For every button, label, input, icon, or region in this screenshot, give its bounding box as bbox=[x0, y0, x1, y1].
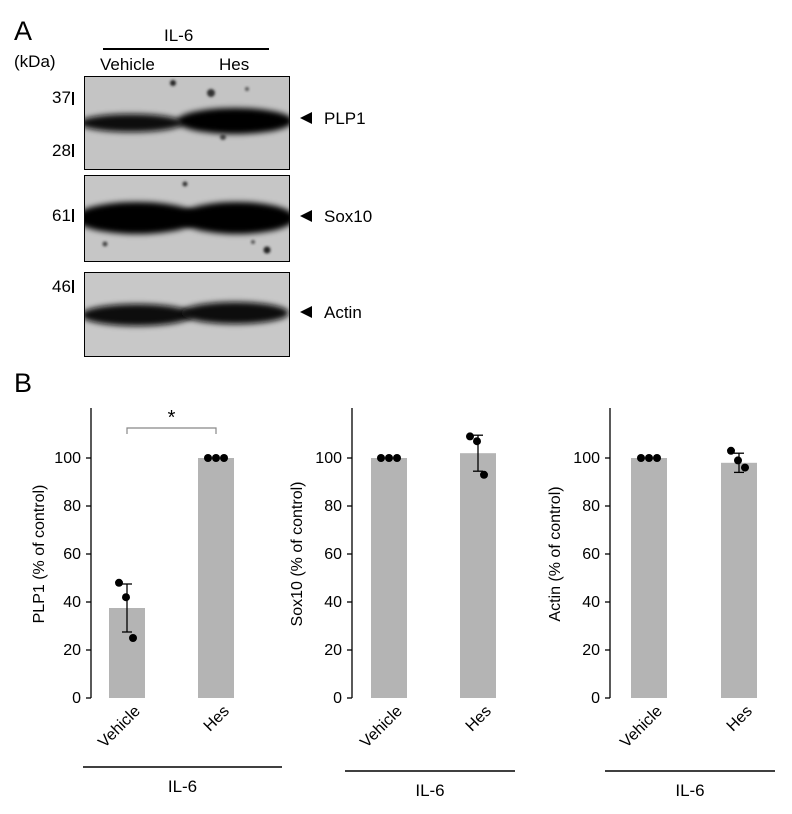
data-point bbox=[385, 454, 393, 462]
significance-bracket bbox=[126, 427, 217, 434]
data-point bbox=[115, 578, 123, 587]
data-point bbox=[637, 454, 645, 462]
sox10-blot bbox=[84, 175, 290, 262]
category-label: Hes bbox=[463, 703, 495, 735]
plp1-blot bbox=[84, 76, 290, 170]
panel-b-charts: 0 20 40 60 80 100 PLP1 (% of control) Vehicle He… bbox=[31, 407, 775, 800]
category-label: Hes bbox=[201, 703, 233, 735]
marker-28-tick bbox=[72, 144, 74, 157]
category-label: Vehicle bbox=[95, 703, 144, 752]
marker-46: 46 bbox=[52, 277, 71, 296]
kda-unit-label: (kDa) bbox=[14, 52, 56, 71]
panel-b-label: B bbox=[14, 368, 33, 398]
marker-37: 37 bbox=[52, 88, 71, 107]
actin-blot bbox=[84, 272, 290, 357]
data-point bbox=[653, 454, 661, 462]
y-tick-label: 80 bbox=[324, 498, 342, 515]
data-point bbox=[220, 454, 228, 462]
significance-marker: * bbox=[168, 407, 176, 429]
band-label-sox10: Sox10 bbox=[324, 207, 373, 226]
actin-chart: 0 20 40 60 80 100 Actin (% of control) Vehicle H… bbox=[547, 408, 775, 800]
data-point bbox=[734, 456, 742, 465]
y-tick-label: 60 bbox=[582, 546, 600, 563]
arrowhead-icon bbox=[300, 210, 312, 222]
bar bbox=[198, 458, 234, 698]
y-tick-label: 20 bbox=[324, 642, 342, 659]
y-tick-label: 0 bbox=[591, 690, 600, 707]
arrowhead-icon bbox=[300, 112, 312, 124]
y-tick-label: 40 bbox=[324, 594, 342, 611]
y-tick-label: 80 bbox=[582, 498, 600, 515]
condition-underline bbox=[103, 48, 269, 50]
lane-label-hes: Hes bbox=[219, 55, 250, 74]
bar bbox=[631, 458, 667, 698]
category-label: Vehicle bbox=[617, 703, 666, 752]
marker-37-tick bbox=[72, 92, 74, 105]
arrowhead-icon bbox=[300, 306, 312, 318]
y-tick-label: 0 bbox=[333, 690, 342, 707]
data-point bbox=[129, 634, 137, 642]
data-point bbox=[473, 437, 481, 446]
marker-46-tick bbox=[72, 280, 74, 293]
y-tick-label: 0 bbox=[72, 690, 81, 707]
y-tick-label: 40 bbox=[582, 594, 600, 611]
bar bbox=[371, 458, 407, 698]
y-axis-label: PLP1 (% of control) bbox=[31, 485, 48, 624]
category-label: Vehicle bbox=[357, 703, 406, 752]
panel-a-label: A bbox=[14, 16, 33, 46]
category-label: Hes bbox=[724, 703, 756, 735]
x-group-label: IL-6 bbox=[168, 777, 197, 796]
data-point bbox=[204, 454, 212, 462]
marker-61-tick bbox=[72, 209, 74, 222]
sox10-chart: 0 20 40 60 80 100 Sox10 (% of control) Vehicle H… bbox=[289, 408, 515, 800]
y-tick-label: 80 bbox=[63, 498, 81, 515]
y-axis-label: Sox10 (% of control) bbox=[289, 482, 306, 627]
y-tick-label: 100 bbox=[54, 450, 81, 467]
y-axis-label: Actin (% of control) bbox=[547, 486, 564, 621]
data-point bbox=[466, 432, 474, 441]
band-label-plp1: PLP1 bbox=[324, 109, 366, 128]
y-tick-label: 20 bbox=[582, 642, 600, 659]
y-tick-label: 60 bbox=[63, 546, 81, 563]
data-point bbox=[122, 593, 130, 602]
plp1-chart: 0 20 40 60 80 100 PLP1 (% of control) Vehicle He… bbox=[31, 407, 282, 796]
data-point bbox=[727, 446, 735, 455]
data-point bbox=[480, 470, 488, 479]
marker-28: 28 bbox=[52, 141, 71, 160]
x-group-label: IL-6 bbox=[675, 781, 704, 800]
data-point bbox=[212, 454, 220, 462]
y-tick-label: 100 bbox=[573, 450, 600, 467]
data-point bbox=[393, 454, 401, 462]
bar bbox=[721, 462, 757, 698]
condition-label: IL-6 bbox=[164, 26, 194, 45]
data-point bbox=[741, 463, 749, 472]
lane-label-vehicle: Vehicle bbox=[100, 55, 155, 74]
x-group-label: IL-6 bbox=[415, 781, 444, 800]
marker-61: 61 bbox=[52, 206, 71, 225]
y-tick-label: 60 bbox=[324, 546, 342, 563]
bar bbox=[460, 453, 496, 698]
data-point bbox=[377, 454, 385, 462]
y-tick-label: 20 bbox=[63, 642, 81, 659]
y-tick-label: 100 bbox=[315, 450, 342, 467]
data-point bbox=[645, 454, 653, 462]
y-tick-label: 40 bbox=[63, 594, 81, 611]
band-label-actin: Actin bbox=[324, 303, 362, 322]
